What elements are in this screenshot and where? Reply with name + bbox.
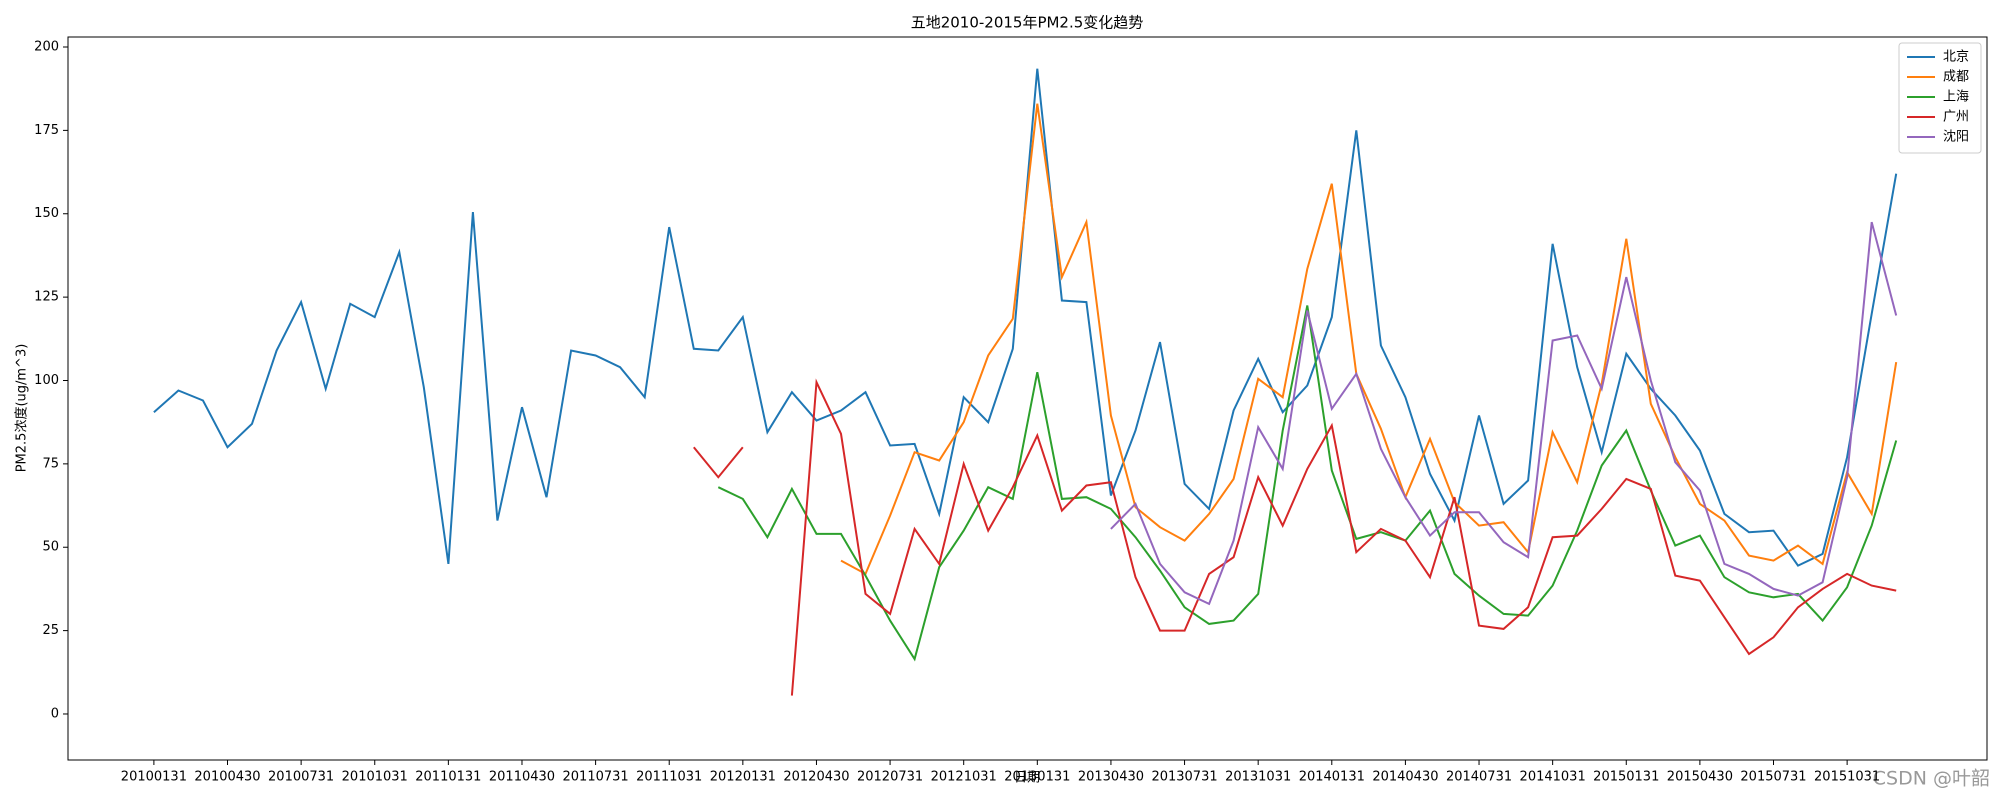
chart-title: 五地2010-2015年PM2.5变化趋势: [911, 14, 1144, 32]
y-tick-label: 50: [42, 540, 59, 555]
x-tick-label: 20110131: [415, 770, 481, 785]
line-series: [717, 305, 1898, 662]
x-tick-label: 20110430: [489, 770, 555, 785]
x-tick-label: 20100430: [194, 770, 260, 785]
x-axis-label: 日期: [1014, 771, 1040, 786]
line-series: [693, 378, 1897, 696]
x-tick-label: 20110731: [563, 770, 629, 785]
legend-label: 成都: [1943, 70, 1969, 85]
x-tick-label: 20130131: [1004, 770, 1070, 785]
x-tick-label: 20151031: [1814, 770, 1880, 785]
x-tick-label: 20141031: [1520, 770, 1586, 785]
x-tick-label: 20100731: [268, 770, 334, 785]
x-tick-label: 20140430: [1372, 770, 1438, 785]
x-tick-label: 20120131: [710, 770, 776, 785]
x-tick-label: 20150430: [1667, 770, 1733, 785]
x-tick-label: 20140731: [1446, 770, 1512, 785]
x-tick-label: 20150731: [1740, 770, 1806, 785]
x-tick-label: 20120731: [857, 770, 923, 785]
legend-label: 上海: [1943, 90, 1969, 105]
y-tick-label: 150: [34, 206, 59, 221]
y-tick-label: 175: [34, 123, 59, 138]
y-tick-label: 200: [34, 40, 59, 55]
plot-frame: [67, 36, 1988, 761]
watermark: CSDN @叶韶: [1873, 768, 1990, 790]
legend-label: 沈阳: [1943, 130, 1969, 145]
x-tick-label: 20100131: [121, 770, 187, 785]
x-tick-label: 20101031: [342, 770, 408, 785]
y-tick-label: 100: [34, 373, 59, 388]
line-series: [1110, 221, 1898, 606]
y-tick-label: 25: [42, 623, 59, 638]
y-tick-label: 0: [51, 706, 59, 721]
legend-label: 北京: [1943, 50, 1969, 65]
y-axis-label: PM2.5浓度(ug/m^3): [14, 344, 30, 473]
x-tick-label: 20131031: [1225, 770, 1291, 785]
x-tick-label: 20130430: [1078, 770, 1144, 785]
line-series: [840, 103, 1898, 576]
x-tick-label: 20140131: [1299, 770, 1365, 785]
x-tick-label: 20150131: [1593, 770, 1659, 785]
legend-label: 广州: [1943, 110, 1969, 125]
y-tick-label: 75: [42, 456, 59, 471]
y-tick-label: 125: [34, 290, 59, 305]
x-tick-label: 20130731: [1151, 770, 1217, 785]
x-tick-label: 20120430: [783, 770, 849, 785]
x-tick-label: 20111031: [636, 770, 702, 785]
x-tick-label: 20121031: [931, 770, 997, 785]
legend-box: [1898, 42, 1982, 154]
